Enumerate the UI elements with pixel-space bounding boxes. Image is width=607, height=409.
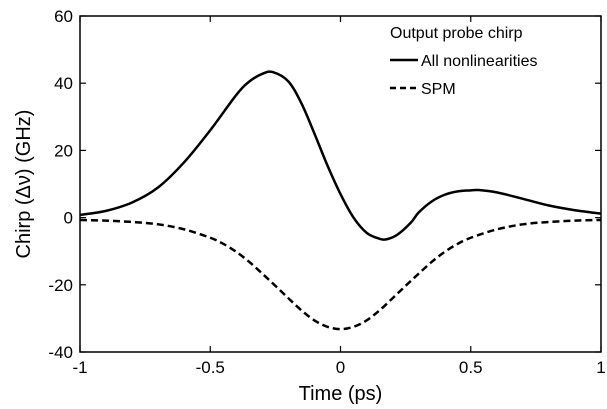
legend: Output probe chirp All nonlinearities SP…: [390, 25, 538, 98]
x-tick-label: 0: [336, 358, 345, 377]
legend-label-all-nonlinearities: All nonlinearities: [421, 53, 538, 70]
y-tick-label: 40: [54, 74, 73, 93]
y-axis-title: Chirp (Δν) (GHz): [13, 110, 35, 259]
y-tick-label: 60: [54, 7, 73, 26]
x-tick-label: 0.5: [459, 358, 483, 377]
x-tick-label: 1: [596, 358, 605, 377]
legend-label-spm: SPM: [421, 81, 456, 98]
legend-title: Output probe chirp: [390, 25, 523, 42]
y-tick-label: 0: [64, 209, 73, 228]
y-tick-label: -40: [48, 343, 73, 362]
y-tick-label: -20: [48, 276, 73, 295]
x-tick-label: -0.5: [196, 358, 225, 377]
ticks-layer: [79, 15, 602, 353]
x-tick-label: -1: [72, 358, 87, 377]
tick-labels-layer: -1 -0.5 0 0.5 1 -40 -20 0 20 40 60: [48, 7, 605, 377]
series-line-all-nonlinearities: [80, 70, 601, 241]
series-line-spm: [80, 218, 601, 331]
y-tick-label: 20: [54, 141, 73, 160]
x-axis-title: Time (ps): [299, 383, 383, 405]
series-layer: [80, 70, 601, 331]
